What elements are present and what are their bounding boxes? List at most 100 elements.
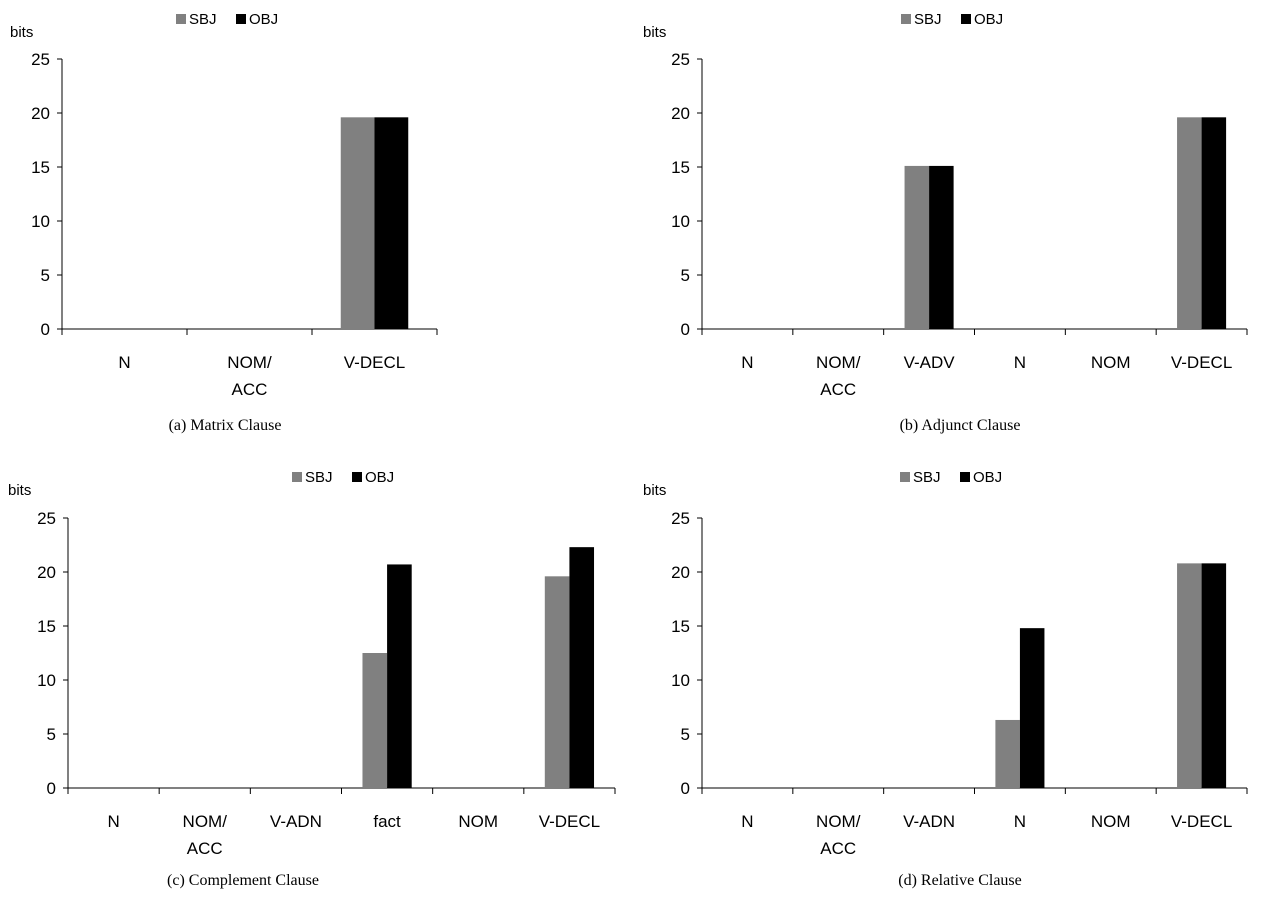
chart-marks: 0 5 10 15 20 25 N NOM/ACC V-ADN N NOM V-DECL: [671, 509, 1248, 858]
bar-obj-2: [929, 165, 954, 329]
chart-relative: SBJ OBJ bits 0 5 10 15 20 25 N NOM/ACC V-ADN N NOM…: [643, 469, 1248, 889]
legend: SBJ OBJ: [901, 11, 1003, 28]
bar-obj-3: [1019, 628, 1045, 788]
x-tick-label: V-DECL: [1171, 353, 1232, 372]
chart-caption: (c) Complement Clause: [167, 872, 319, 889]
legend-label-sbj: SBJ: [913, 469, 941, 486]
y-tick-label: 0: [47, 779, 56, 798]
bar-sbj-3: [995, 719, 1020, 788]
y-tick-label: 5: [681, 266, 690, 285]
legend-label-sbj: SBJ: [305, 469, 333, 486]
legend-label-sbj: SBJ: [914, 11, 942, 28]
y-tick-label: 5: [681, 725, 690, 744]
x-tick-label: NOM/: [227, 353, 272, 372]
x-tick-label: N: [118, 353, 130, 372]
x-tick-label: N: [741, 353, 753, 372]
y-tick-label: 25: [31, 50, 50, 69]
y-tick-label: 15: [671, 617, 690, 636]
y-tick-label: 10: [671, 212, 690, 231]
x-tick-label: V-ADN: [270, 812, 322, 831]
bar-sbj-5: [544, 576, 570, 788]
bar-obj-5: [1201, 117, 1227, 329]
chart-panel-complement: SBJ OBJ bits 0 5 10 15 20 25 N NOM/ACC V-ADN fact…: [5, 455, 625, 900]
y-tick-label: 20: [671, 563, 690, 582]
x-tick-label: N: [1014, 812, 1026, 831]
x-tick-label: V-ADV: [904, 353, 956, 372]
x-tick-label: ACC: [820, 380, 856, 399]
y-tick-label: 0: [41, 320, 50, 339]
x-tick-label: V-DECL: [539, 812, 600, 831]
x-tick-label: NOM/: [183, 812, 228, 831]
x-tick-label: ACC: [187, 839, 223, 858]
y-tick-label: 15: [31, 158, 50, 177]
y-tick-label: 0: [681, 320, 690, 339]
x-tick-label: N: [1014, 353, 1026, 372]
bar-obj-5: [1201, 563, 1227, 788]
x-tick-label: V-DECL: [1171, 812, 1232, 831]
y-tick-label: 10: [671, 671, 690, 690]
bar-sbj-5: [1177, 117, 1202, 329]
chart-caption: (d) Relative Clause: [898, 872, 1022, 889]
legend-label-obj: OBJ: [974, 11, 1003, 28]
x-tick-label: N: [741, 812, 753, 831]
y-tick-label: 15: [671, 158, 690, 177]
y-tick-label: 20: [31, 104, 50, 123]
x-tick-label: NOM: [1091, 812, 1131, 831]
legend-swatch-obj: [961, 14, 971, 24]
y-tick-label: 0: [681, 779, 690, 798]
y-tick-label: 25: [37, 509, 56, 528]
y-tick-label: 15: [37, 617, 56, 636]
chart-panel-relative: SBJ OBJ bits 0 5 10 15 20 25 N NOM/ACC V-ADN N NOM…: [640, 455, 1260, 900]
legend-label-obj: OBJ: [365, 469, 394, 486]
y-tick-label: 10: [31, 212, 50, 231]
x-tick-label: V-ADN: [903, 812, 955, 831]
x-tick-label: V-DECL: [344, 353, 405, 372]
bar-sbj-2: [340, 117, 375, 329]
legend-swatch-sbj: [176, 14, 186, 24]
y-axis-label: bits: [643, 482, 666, 499]
x-tick-label: ACC: [232, 380, 268, 399]
y-tick-label: 10: [37, 671, 56, 690]
bar-sbj-3: [362, 653, 388, 788]
y-tick-label: 5: [47, 725, 56, 744]
bar-obj-2: [374, 117, 409, 329]
bar-obj-3: [387, 564, 412, 788]
x-tick-label: ACC: [820, 839, 856, 858]
y-tick-label: 20: [671, 104, 690, 123]
legend-label-sbj: SBJ: [189, 11, 217, 28]
chart-panel-matrix: SBJ OBJ bits 0 5 10 15 20 25 N NOM/ACC V-DECL (a…: [5, 0, 625, 445]
x-tick-label: NOM: [458, 812, 498, 831]
legend-swatch-sbj: [292, 472, 302, 482]
legend-swatch-obj: [960, 472, 970, 482]
chart-adjunct: SBJ OBJ bits 0 5 10 15 20 25 N NOM/ACC V-ADV N NOM…: [643, 11, 1248, 434]
legend-label-obj: OBJ: [973, 469, 1002, 486]
x-tick-label: fact: [373, 812, 401, 831]
x-tick-label: NOM/: [816, 353, 861, 372]
chart-panel-adjunct: SBJ OBJ bits 0 5 10 15 20 25 N NOM/ACC V-ADV N NOM…: [640, 0, 1260, 445]
x-tick-label: NOM: [1091, 353, 1131, 372]
y-axis-label: bits: [8, 482, 31, 499]
chart-matrix: SBJ OBJ bits 0 5 10 15 20 25 N NOM/ACC V-DECL (a…: [10, 11, 438, 434]
y-tick-label: 20: [37, 563, 56, 582]
legend-swatch-sbj: [901, 14, 911, 24]
y-tick-label: 5: [41, 266, 50, 285]
bar-sbj-5: [1177, 563, 1202, 788]
legend: SBJ OBJ: [176, 11, 278, 28]
chart-marks: 0 5 10 15 20 25 N NOM/ACC V-ADV N NOM V-DECL: [671, 50, 1248, 399]
bar-sbj-2: [904, 165, 930, 329]
chart-caption: (b) Adjunct Clause: [900, 417, 1021, 434]
legend: SBJ OBJ: [900, 469, 1002, 486]
y-axis-label: bits: [10, 24, 33, 41]
chart-complement: SBJ OBJ bits 0 5 10 15 20 25 N NOM/ACC V-ADN fact…: [8, 469, 616, 889]
legend-swatch-obj: [352, 472, 362, 482]
legend-swatch-sbj: [900, 472, 910, 482]
chart-marks: 0 5 10 15 20 25 N NOM/ACC V-ADN fact NOM V-DECL: [37, 509, 616, 858]
legend: SBJ OBJ: [292, 469, 394, 486]
y-axis-label: bits: [643, 24, 666, 41]
x-tick-label: N: [107, 812, 119, 831]
bar-obj-5: [569, 547, 595, 788]
chart-caption: (a) Matrix Clause: [169, 417, 282, 434]
y-tick-label: 25: [671, 50, 690, 69]
chart-marks: 0 5 10 15 20 25 N NOM/ACC V-DECL: [31, 50, 438, 399]
y-tick-label: 25: [671, 509, 690, 528]
